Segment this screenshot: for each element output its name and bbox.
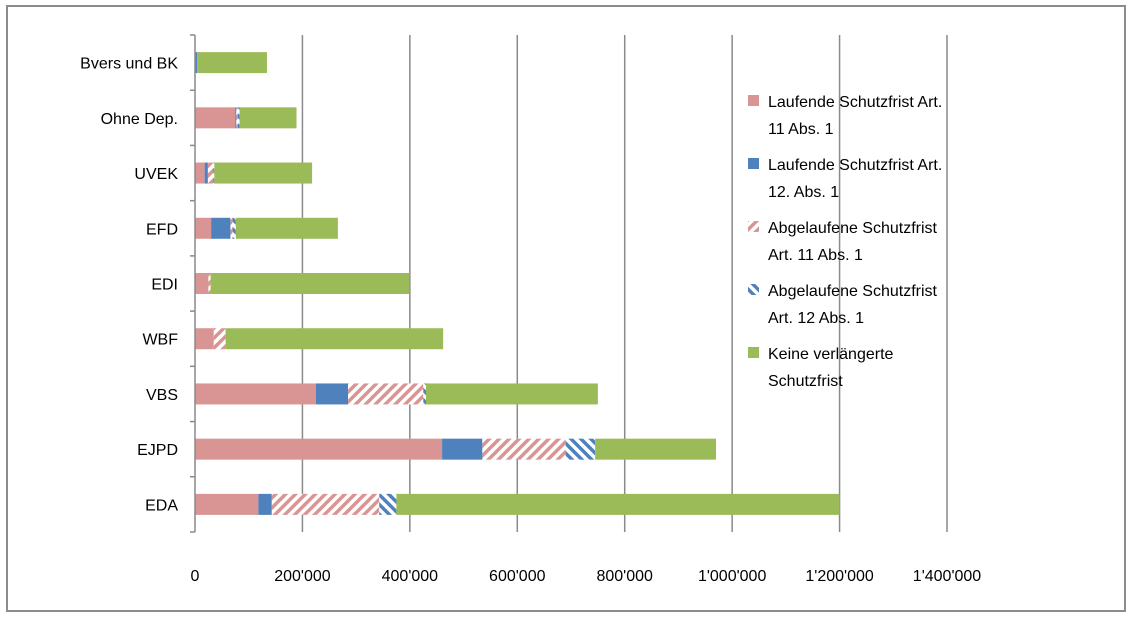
bar-uvek-s1 xyxy=(195,162,205,184)
x-tick-label-4: 800'000 xyxy=(596,568,653,585)
category-label-wbf: WBF xyxy=(142,332,178,349)
category-label-ejpd: EJPD xyxy=(137,442,178,459)
bar-vbs-s1 xyxy=(195,383,316,405)
legend-label-5-line-2: Schutzfrist xyxy=(768,373,843,390)
bar-eda-s5 xyxy=(396,493,840,515)
bar-uvek-s3 xyxy=(207,162,214,184)
category-label-eda: EDA xyxy=(145,497,178,514)
bar-ohne-dep-s2 xyxy=(235,107,237,129)
legend-label-1-line-1: Laufende Schutzfrist Art. xyxy=(768,94,942,111)
bar-eda-s1 xyxy=(195,493,259,515)
bar-uvek-s4 xyxy=(213,162,215,184)
legend-swatch-1 xyxy=(748,95,759,106)
bar-wbf-s1 xyxy=(195,328,214,350)
bar-ohne-dep-s1 xyxy=(195,107,236,129)
bar-ejpd-s3 xyxy=(482,438,566,460)
bar-efd-s3 xyxy=(230,217,233,239)
x-tick-label-3: 600'000 xyxy=(489,568,546,585)
bar-bvers-und-bk-s2 xyxy=(195,52,198,74)
bar-efd-s1 xyxy=(195,217,212,239)
bar-efd-s4 xyxy=(232,217,236,239)
bar-ohne-dep-s4 xyxy=(237,107,240,129)
bar-edi-s1 xyxy=(195,273,209,294)
x-tick-label-6: 1'200'000 xyxy=(805,568,874,585)
legend-label-4-line-1: Abgelaufene Schutzfrist xyxy=(768,283,938,300)
category-label-ohne-dep: Ohne Dep. xyxy=(101,111,178,128)
category-label-bvers-und-bk: Bvers und BK xyxy=(80,56,178,73)
x-tick-label-2: 400'000 xyxy=(382,568,439,585)
legend-swatch-2 xyxy=(748,158,759,169)
legend-label-1-line-2: 11 Abs. 1 xyxy=(768,121,834,138)
legend-label-3-line-1: Abgelaufene Schutzfrist xyxy=(768,220,938,237)
bar-efd-s2 xyxy=(211,217,231,239)
bar-vbs-s3 xyxy=(348,383,424,405)
bar-ejpd-s4 xyxy=(565,438,596,460)
chart-frame: Bvers und BK Ohne Dep. UVEK EFD EDI WBF VBS EJP… xyxy=(6,5,1126,612)
x-tick-label-0: 0 xyxy=(191,568,200,585)
bars xyxy=(195,52,840,515)
bar-edi-s3 xyxy=(208,273,211,294)
x-tick-label-1: 200'000 xyxy=(274,568,331,585)
bar-ejpd-s1 xyxy=(195,438,443,460)
bar-uvek-s5 xyxy=(214,162,313,184)
x-tick-labels: 0 200'000 400'000 600'000 800'000 1'000'000 1'… xyxy=(191,568,982,585)
category-label-uvek: UVEK xyxy=(134,166,178,183)
stacked-bar-chart: Bvers und BK Ohne Dep. UVEK EFD EDI WBF VBS EJP… xyxy=(80,34,982,585)
legend: Laufende Schutzfrist Art. 11 Abs. 1 Laufen… xyxy=(748,94,942,390)
legend-label-5-line-1: Keine verlängerte xyxy=(768,346,894,363)
bar-eda-s4 xyxy=(379,493,397,515)
x-tick-label-5: 1'000'000 xyxy=(698,568,767,585)
axis xyxy=(190,34,196,533)
legend-label-4-line-2: Art. 12 Abs. 1 xyxy=(768,310,864,327)
bar-ejpd-s2 xyxy=(442,438,483,460)
bar-vbs-s4 xyxy=(423,383,426,405)
bar-eda-s2 xyxy=(258,493,272,515)
bar-ohne-dep-s5 xyxy=(239,107,297,129)
bar-efd-s5 xyxy=(235,217,338,239)
bar-eda-s3 xyxy=(271,493,380,515)
category-labels: Bvers und BK Ohne Dep. UVEK EFD EDI WBF VBS EJP… xyxy=(80,56,178,515)
bar-vbs-s5 xyxy=(425,383,598,405)
legend-swatch-3 xyxy=(748,221,759,232)
x-tick-label-7: 1'400'000 xyxy=(913,568,982,585)
legend-label-2-line-2: 12. Abs. 1 xyxy=(768,184,839,201)
bar-ejpd-s5 xyxy=(595,438,717,460)
legend-swatch-5 xyxy=(748,347,759,358)
legend-label-2-line-1: Laufende Schutzfrist Art. xyxy=(768,157,942,174)
category-label-efd: EFD xyxy=(146,221,178,238)
bar-wbf-s3 xyxy=(213,328,226,350)
bar-edi-s5 xyxy=(210,273,410,294)
bar-bvers-und-bk-s5 xyxy=(197,52,267,74)
legend-swatch-4 xyxy=(748,284,759,295)
category-label-edi: EDI xyxy=(151,277,178,294)
grid-lines xyxy=(301,35,948,532)
bar-uvek-s2 xyxy=(204,162,208,184)
legend-label-3-line-2: Art. 11 Abs. 1 xyxy=(768,247,863,264)
category-label-vbs: VBS xyxy=(146,387,178,404)
bar-ohne-dep-s3 xyxy=(236,107,238,129)
bar-wbf-s5 xyxy=(225,328,444,350)
bar-vbs-s2 xyxy=(315,383,349,405)
